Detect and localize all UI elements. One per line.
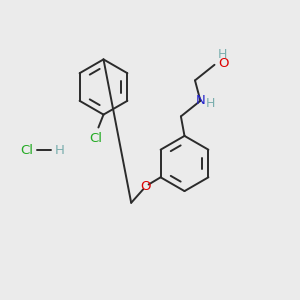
Text: Cl: Cl [20,143,33,157]
Text: H: H [218,48,227,61]
Text: O: O [218,57,229,70]
Text: O: O [140,180,151,193]
Text: H: H [205,97,215,110]
Text: H: H [55,143,64,157]
Text: Cl: Cl [89,132,103,145]
Text: N: N [196,94,205,107]
